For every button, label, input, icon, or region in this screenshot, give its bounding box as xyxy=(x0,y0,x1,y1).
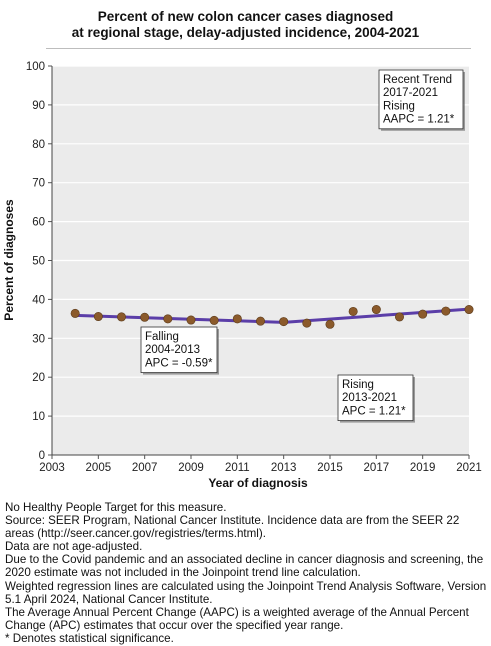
note-covid: Due to the Covid pandemic and an associa… xyxy=(5,553,484,580)
y-tick-label: 100 xyxy=(26,61,45,73)
annotation-text: Falling xyxy=(145,331,179,343)
x-tick-label: 2013 xyxy=(271,462,297,474)
chart-title: Percent of new colon cancer cases diagno… xyxy=(0,9,491,41)
annotation-text: 2017-2021 xyxy=(383,87,438,99)
observed-point xyxy=(140,312,150,322)
observed-point xyxy=(70,308,80,318)
observed-point xyxy=(302,318,312,328)
observed-point xyxy=(464,305,474,315)
observed-point xyxy=(163,314,173,324)
x-tick-label: 2003 xyxy=(39,462,65,474)
line-chart: 0 10 20 30 40 50 60 70 80 90 100 2003 2005 2007 2009 20… xyxy=(2,61,482,490)
x-tick-label: 2019 xyxy=(410,462,436,474)
observed-point xyxy=(325,319,335,329)
observed-point xyxy=(186,315,196,325)
observed-point xyxy=(394,312,404,322)
annotation-text: APC = 1.21* xyxy=(342,405,406,417)
x-axis-label: Year of diagnosis xyxy=(208,476,308,490)
observed-point xyxy=(418,309,428,319)
note-source: Source: SEER Program, National Cancer In… xyxy=(5,514,460,541)
plot-layer: 0 10 20 30 40 50 60 70 80 90 100 2003 2005 2007 2009 20… xyxy=(26,61,482,474)
title-divider xyxy=(46,48,471,49)
y-tick-label: 50 xyxy=(32,256,45,268)
y-tick-label: 70 xyxy=(32,178,45,190)
annotation-text: Recent Trend xyxy=(383,74,452,86)
x-tick-label: 2015 xyxy=(317,462,343,474)
note-aapc: The Average Annual Percent Change (AAPC)… xyxy=(5,605,469,632)
x-tick-label: 2011 xyxy=(225,462,250,474)
observed-point xyxy=(93,312,103,322)
annotation-box-seg2 xyxy=(337,374,414,421)
x-tick-label: 2009 xyxy=(178,462,204,474)
annotation-box-seg1 xyxy=(140,326,218,373)
y-axis-label: Percent of diagnoses xyxy=(2,199,16,321)
y-tick-label: 40 xyxy=(32,294,45,306)
annotation-text: Rising xyxy=(383,100,415,112)
x-tick-label: 2017 xyxy=(364,462,390,474)
y-tick-label: 0 xyxy=(39,450,45,462)
note-regression: Weighted regression lines are calculated… xyxy=(5,579,487,606)
annotation-text: APC = -0.59* xyxy=(145,357,213,369)
annotation-text: 2013-2021 xyxy=(342,392,397,404)
observed-point xyxy=(279,317,289,327)
annotation-text: 2004-2013 xyxy=(145,344,200,356)
y-tick-label: 60 xyxy=(32,217,45,229)
note-healthy-people: No Healthy People Target for this measur… xyxy=(5,501,227,514)
observed-point xyxy=(117,312,127,322)
note-age-adjusted: Data are not age-adjusted. xyxy=(5,540,143,554)
note-significance: * Denotes statistical significance. xyxy=(5,631,174,645)
observed-point xyxy=(255,316,265,326)
x-tick-label: 2021 xyxy=(456,462,482,474)
y-tick-label: 20 xyxy=(32,372,45,384)
y-tick-label: 30 xyxy=(32,333,45,345)
chart-title-line-1: Percent of new colon cancer cases diagno… xyxy=(97,9,394,24)
x-tick-label: 2005 xyxy=(86,462,112,474)
annotation-text: Rising xyxy=(342,379,374,391)
chart-notes: No Healthy People Target for this measur… xyxy=(5,501,487,645)
annotation-text: AAPC = 1.21* xyxy=(383,114,455,126)
x-tick-label: 2007 xyxy=(132,462,158,474)
observed-point xyxy=(232,314,242,324)
y-tick-label: 80 xyxy=(32,139,45,151)
observed-point xyxy=(371,305,381,315)
observed-point xyxy=(348,306,358,316)
chart-title-line-2: at regional stage, delay-adjusted incide… xyxy=(71,25,420,40)
annotation-box-recent xyxy=(378,69,464,130)
observed-point xyxy=(441,306,451,316)
y-tick-label: 90 xyxy=(32,100,45,112)
observed-point xyxy=(209,315,219,325)
y-tick-label: 10 xyxy=(32,411,45,423)
